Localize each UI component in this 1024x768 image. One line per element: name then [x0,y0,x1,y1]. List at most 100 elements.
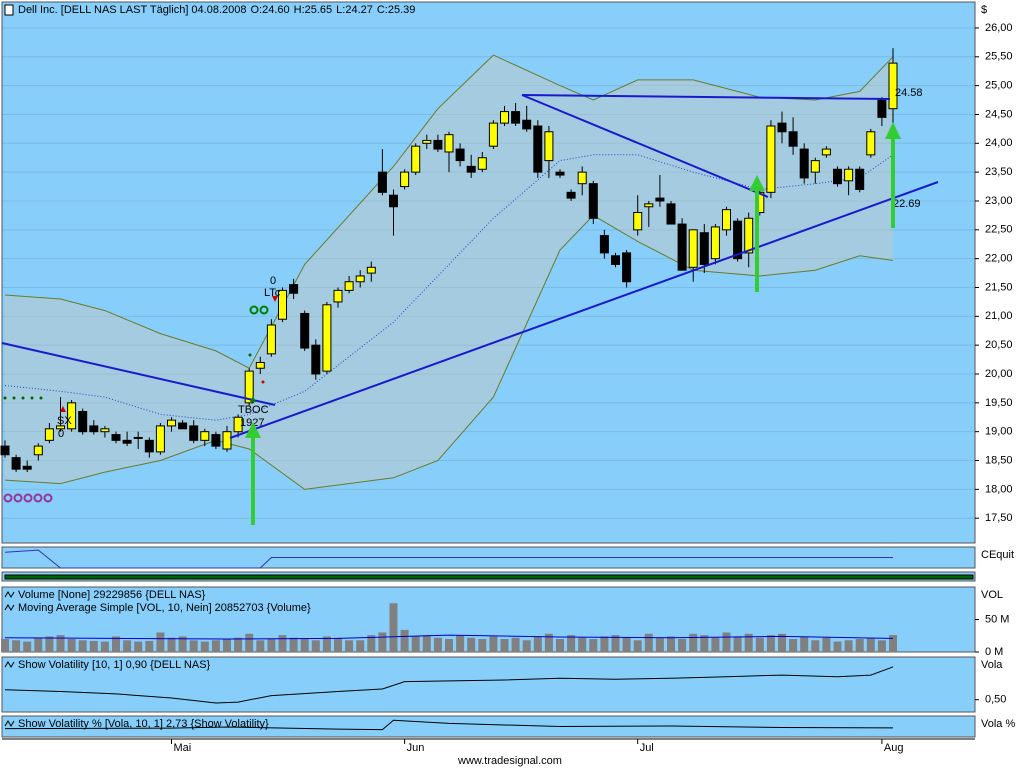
candle-body [0,445,10,456]
marker [3,493,13,503]
marker [261,380,265,384]
candle-body [866,131,876,156]
y-tick-label: 25,00 [985,80,1013,92]
volume-bar [267,639,276,652]
quote-label: C:25.39 [377,4,416,16]
axis-label: VOL [981,589,1003,601]
candle-body [189,425,199,441]
volume-bar [500,639,509,652]
volume-bar [700,635,709,652]
ma-line [4,634,894,640]
x-tick-label: Jun [407,742,425,754]
volume-bar [855,639,864,652]
x-tick-label: Aug [884,742,904,754]
volume-bar [678,639,687,652]
volume-bar [167,637,176,652]
volume-bar [156,632,165,652]
candle-body [810,160,820,173]
volume-bar [800,636,809,652]
axis-label: $ [981,4,987,16]
volume-bar [478,639,487,652]
candle-body [555,171,565,176]
volume-bar [123,640,132,652]
legend-label: Show Volatility [10, 1] 0,90 {DELL NAS} [18,659,211,671]
candle-body [500,111,509,124]
candle-body [311,344,321,375]
volume-bar [622,637,631,652]
candle-body [544,131,554,162]
volatility-pct-panel [1,715,976,738]
y-tick-label: 25,50 [985,51,1013,63]
volume-bar [833,641,842,652]
volume-bar [589,639,598,652]
candle-body [377,171,387,193]
y-tick-label: 24,00 [985,137,1013,149]
candle-body [278,289,287,320]
candle-body [366,266,376,274]
volume-bar [78,640,87,652]
marker [30,396,34,400]
volume-bar [100,641,109,652]
scroll-thumb[interactable] [4,574,974,580]
annotation: 0 [270,275,276,287]
candle-body [355,275,365,283]
candle-body [389,194,398,208]
volume-bar [345,640,354,652]
volume-bar [300,639,309,652]
y-tick-label: 0 M [985,646,1003,658]
candle-body [400,171,410,188]
y-tick-label: 17,50 [985,512,1013,524]
volume-bar [489,636,498,652]
volume-bar [722,632,731,652]
volume-bar [689,633,698,652]
volume-bar [711,637,720,652]
volume-bar [178,636,187,652]
candle-body [455,148,465,162]
candle-body [566,191,576,199]
marker [43,493,53,503]
candle-body [599,235,609,254]
volume-bar [23,641,32,652]
plot-content: $17,50 18,00 18,50 19,00 19,50 20,00 20,50 21,0… [0,4,1015,754]
trend-line [1,342,276,406]
y-tick-label: 18,00 [985,483,1013,495]
marker-circles [249,305,269,315]
drawings [1,94,939,525]
indicator-line [4,719,894,731]
candle-body [422,139,432,144]
footer: www.tradesignal.com [457,755,562,767]
candle-body [633,212,643,231]
indicator-line [4,549,893,569]
candle-body [622,252,632,283]
y-tick-label: 19,00 [985,426,1013,438]
marker-dots [3,353,265,400]
volume-bar [578,637,587,652]
trend-line [521,94,891,100]
volume-bar [34,637,43,652]
volume-bar [112,636,120,652]
volume-bar [467,637,476,652]
candle-body [444,134,454,153]
axis-label: CEquit [981,549,1014,561]
legend-label: Show Volatility % [Vola, 10, 1] 2,73 {Sh… [18,718,269,730]
annotation: 24.58 [895,87,923,99]
volume-bar [544,633,553,652]
volume-bar [811,640,820,652]
candle-body [788,131,798,147]
candle-body [888,62,898,110]
y-tick-label: 22,00 [985,253,1013,265]
candle-body [777,122,787,133]
volume-bar [533,636,542,652]
candle-body [44,428,54,441]
annotation: TBOC [238,404,269,416]
volume-bar [256,640,265,652]
volume-bar [422,635,431,652]
volume-bar [844,640,853,652]
candle-body [111,434,121,441]
volume-bar [889,635,897,652]
x-tick-label: Jul [640,742,654,754]
candle-body [877,99,887,118]
volume-bar [766,635,775,652]
volume-bar [278,635,287,652]
annotation: 22.69 [893,198,921,210]
